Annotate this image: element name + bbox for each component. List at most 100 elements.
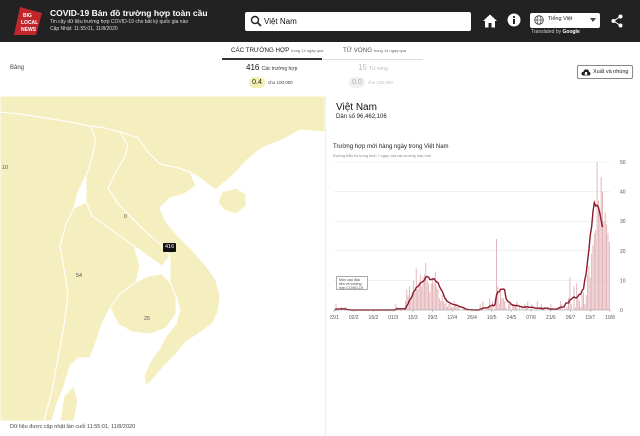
x-tick-label: 07/6: [526, 315, 536, 321]
chart-bar: [479, 304, 481, 310]
chart-bar: [588, 265, 590, 310]
translated-by-google[interactable]: Translated by Google: [531, 29, 580, 35]
chart-bar: [445, 298, 447, 310]
cases-unit: Các trường hợp: [261, 66, 298, 72]
map-label-west: 10: [2, 165, 9, 171]
x-tick-label: 19/7: [585, 315, 595, 321]
x-tick-label: 15/3: [408, 315, 418, 321]
chart-bar: [395, 304, 397, 310]
chart-bar: [444, 304, 446, 310]
chart-average-line: [334, 199, 604, 311]
deaths-value: 15: [358, 63, 367, 72]
search-input[interactable]: [264, 15, 464, 28]
region-hainan[interactable]: [217, 187, 247, 215]
updated-timestamp: Cập Nhật: 11:55:01, 11/8/2020: [50, 26, 118, 32]
chart-bar: [576, 283, 578, 310]
cases-rate-badge: 0.4: [249, 77, 265, 88]
chart-bar: [410, 298, 412, 310]
chart-bar: [451, 307, 453, 310]
daily-cases-chart[interactable]: 0 10 20 30 40 50 23/1 02/2 16/2 01/3 15/3 29/3 12/4…: [330, 158, 632, 330]
chart-bar: [487, 307, 489, 310]
x-tick-label: 21/6: [546, 315, 556, 321]
deaths-unit: Tử vong: [369, 66, 388, 72]
tab-deaths[interactable]: TỬ VONG trong 14 ngày qua: [323, 42, 423, 60]
population: Dân số 96,462,106: [336, 114, 387, 120]
region-cambodia[interactable]: [109, 273, 177, 335]
region-thailand[interactable]: [43, 201, 141, 421]
chart-bar: [563, 307, 565, 310]
svg-text:NEWS: NEWS: [21, 27, 37, 33]
home-icon[interactable]: [482, 13, 498, 29]
chart-bar: [447, 307, 449, 310]
chart-bar: [500, 292, 502, 310]
region-peninsula[interactable]: [59, 385, 79, 421]
search-icon: [250, 15, 262, 27]
chart-bar: [608, 241, 610, 310]
chart-bar: [448, 304, 450, 310]
chart-bar: [583, 292, 584, 310]
share-icon[interactable]: [611, 14, 623, 28]
chart-bar: [497, 286, 499, 310]
cases-count: 416 Các trường hợp: [246, 63, 297, 72]
cases-rate-note: cho 100.000: [268, 80, 293, 85]
chart-bar: [580, 307, 582, 310]
chart-bar: [441, 295, 443, 310]
map-label-cambodia: 25: [144, 316, 151, 322]
tab-cases[interactable]: CÁC TRƯỜNG HỢP trong 14 ngày qua: [222, 42, 323, 60]
chart-subtitle: Đường biểu thị trung bình 7 ngày của các…: [333, 154, 431, 158]
deaths-count: 15 Tử vong: [358, 63, 388, 72]
chart-bar: [437, 289, 439, 310]
big-local-news-logo[interactable]: BIG LOCAL NEWS: [12, 5, 44, 37]
chart-bar: [559, 301, 561, 310]
chart-x-ticks: 23/1 02/2 16/2 01/3 15/3 29/3 12/4 26/4 10/5 24/5…: [330, 309, 615, 321]
chart-bar: [482, 301, 484, 310]
info-icon[interactable]: [507, 13, 521, 27]
chart-bar: [413, 280, 415, 310]
tab-deaths-label: TỬ VONG: [343, 47, 373, 54]
chart-bar: [585, 295, 587, 310]
language-select[interactable]: Tiếng Việt: [530, 13, 600, 28]
chart-bar: [587, 274, 589, 310]
x-tick-label: 16/2: [369, 315, 379, 321]
x-tick-label: 23/1: [330, 315, 339, 321]
y-tick-label: 10: [620, 278, 626, 284]
vietnam-case-badge[interactable]: 416: [163, 243, 177, 252]
chart-bar: [512, 304, 514, 310]
map-svg[interactable]: [0, 96, 325, 421]
x-tick-label: 24/5: [507, 315, 517, 321]
cloud-download-icon: [581, 69, 591, 76]
chart-bar: [595, 230, 597, 310]
map-viewport[interactable]: 10 0 54 25: [0, 96, 325, 421]
chart-bar: [417, 289, 419, 310]
x-tick-label: 10/5: [487, 315, 497, 321]
chart-bar: [596, 162, 598, 310]
chart-bar: [577, 298, 579, 310]
average-line: [334, 199, 604, 311]
chart-bar: [442, 301, 444, 310]
chart-bar: [540, 304, 542, 310]
svg-text:BIG: BIG: [23, 13, 32, 19]
x-tick-label: 05/7: [566, 315, 576, 321]
chart-bar: [404, 301, 406, 310]
app-title: COVID-19 Bản đồ trường hợp toàn cầu: [50, 8, 208, 18]
map-label-laos: 0: [124, 214, 128, 220]
chart-bar: [513, 304, 515, 310]
chart-bar: [593, 233, 595, 310]
y-tick-label: 0: [620, 308, 623, 314]
deaths-rate-badge: 0.0: [349, 77, 365, 88]
chart-bar: [599, 209, 601, 310]
chart-bar: [335, 304, 337, 310]
region-vietnam[interactable]: [107, 131, 221, 388]
table-label[interactable]: Bảng: [10, 65, 25, 71]
chart-bar: [574, 307, 576, 310]
tab-deaths-note: trong 14 ngày qua: [373, 48, 406, 53]
chart-bar: [597, 200, 599, 310]
export-embed-button[interactable]: Xuất và nhúng: [577, 65, 633, 79]
chart-bar: [436, 286, 438, 310]
chart-bar: [603, 221, 605, 310]
chart-bar: [568, 298, 570, 310]
deaths-rate-note: cho 100.000: [368, 80, 393, 85]
chart-bar: [415, 268, 417, 310]
search-box[interactable]: [245, 12, 471, 31]
y-tick-label: 20: [620, 249, 626, 255]
